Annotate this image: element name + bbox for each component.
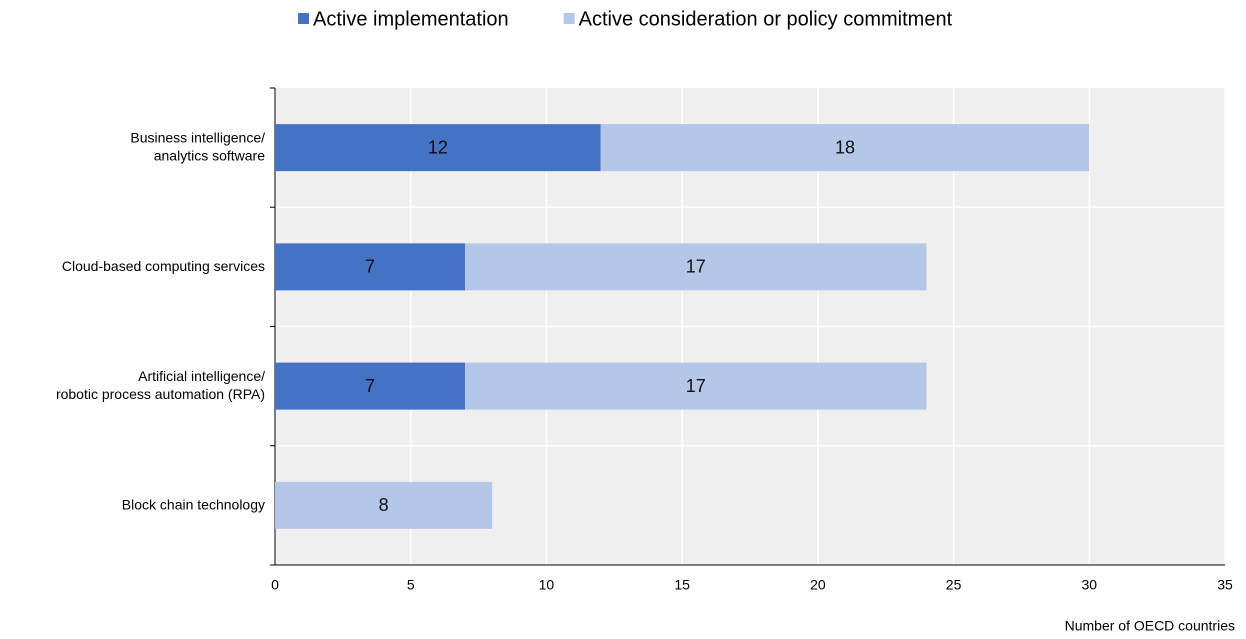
x-tick-label: 0 <box>271 577 279 593</box>
x-tick-label: 25 <box>946 577 962 593</box>
x-tick-label: 35 <box>1217 577 1233 593</box>
x-tick-label: 30 <box>1081 577 1097 593</box>
x-tick-label: 10 <box>539 577 555 593</box>
value-label: 18 <box>835 137 855 157</box>
bar <box>465 362 927 410</box>
value-label: 7 <box>365 257 375 277</box>
value-label: 12 <box>428 137 448 157</box>
bar <box>275 243 465 291</box>
legend-swatch <box>298 13 309 24</box>
y-tick-label-line: Cloud-based computing services <box>62 258 265 274</box>
legend-swatch <box>563 13 575 24</box>
x-tick-label: 5 <box>407 577 415 593</box>
value-label: 17 <box>686 376 706 396</box>
bar <box>275 124 601 172</box>
y-tick-label: Block chain technology <box>122 496 265 512</box>
y-tick-label: Cloud-based computing services <box>62 258 265 274</box>
x-tick-label: 20 <box>810 577 826 593</box>
y-tick-label-line: robotic process automation (RPA) <box>56 386 265 402</box>
x-axis-label: Number of OECD countries <box>1065 618 1235 634</box>
legend-label: Active implementation <box>313 8 509 30</box>
x-tick-label: 15 <box>674 577 690 593</box>
y-tick-label-line: Artificial intelligence/ <box>138 368 265 384</box>
y-tick-label-line: analytics software <box>154 147 265 163</box>
bar <box>465 243 927 291</box>
bar <box>600 124 1090 172</box>
value-label: 8 <box>379 495 389 515</box>
legend-label: Active consideration or policy commitmen… <box>579 8 953 30</box>
value-label: 7 <box>365 376 375 396</box>
y-tick-label: Business intelligence/analytics software <box>130 129 265 163</box>
y-tick-label-line: Block chain technology <box>122 496 265 512</box>
y-tick-label-line: Business intelligence/ <box>130 129 265 145</box>
bar <box>275 481 493 529</box>
y-tick-label: Artificial intelligence/robotic process … <box>56 368 265 402</box>
bar <box>275 362 465 410</box>
value-label: 17 <box>686 257 706 277</box>
